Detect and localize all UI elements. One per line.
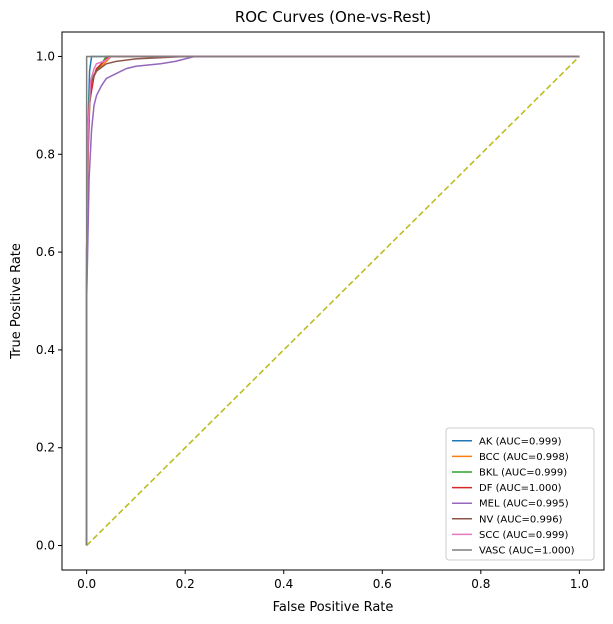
x-tick-label: 1.0 <box>570 577 589 591</box>
y-tick-label: 0.8 <box>36 147 55 161</box>
x-tick-label: 0.2 <box>176 577 195 591</box>
chart-title: ROC Curves (One-vs-Rest) <box>235 8 431 26</box>
legend-box <box>445 427 595 561</box>
legend-label: VASC (AUC=1.000) <box>479 546 575 557</box>
x-tick-label: 0.0 <box>77 577 96 591</box>
y-tick-label: 0.4 <box>36 343 55 357</box>
chance-diagonal-line <box>86 55 580 547</box>
x-tick-label: 0.6 <box>373 577 392 591</box>
x-axis-title: False Positive Rate <box>273 600 394 615</box>
plot-area: 0.0 0.2 0.4 0.6 0.8 1.0 0.0 0.2 0.4 0.6 0.8 1.0 <box>36 31 605 591</box>
y-tick-label: 1.0 <box>36 49 55 63</box>
legend-label: MEL (AUC=0.995) <box>479 499 569 510</box>
y-tick-label: 0.2 <box>36 441 55 455</box>
y-axis-title: True Positive Rate <box>9 243 24 360</box>
legend-label: AK (AUC=0.999) <box>479 436 562 447</box>
x-tick-label: 0.4 <box>274 577 293 591</box>
legend-label: BCC (AUC=0.998) <box>479 452 569 463</box>
y-tick-label: 0.0 <box>36 539 55 553</box>
plot-frame <box>61 31 605 571</box>
legend-label: SCC (AUC=0.999) <box>479 530 569 541</box>
roc-series-line-4 <box>85 55 580 546</box>
y-tick-label: 0.6 <box>36 245 55 259</box>
legend-label: BKL (AUC=0.999) <box>479 468 567 479</box>
legend-label: NV (AUC=0.996) <box>479 514 563 525</box>
legend-label: DF (AUC=1.000) <box>479 483 562 494</box>
x-tick-label: 0.8 <box>471 577 490 591</box>
legend: AK (AUC=0.999) BCC (AUC=0.998) BKL (AUC=0.… <box>445 427 595 561</box>
roc-series-line-7 <box>85 55 580 546</box>
